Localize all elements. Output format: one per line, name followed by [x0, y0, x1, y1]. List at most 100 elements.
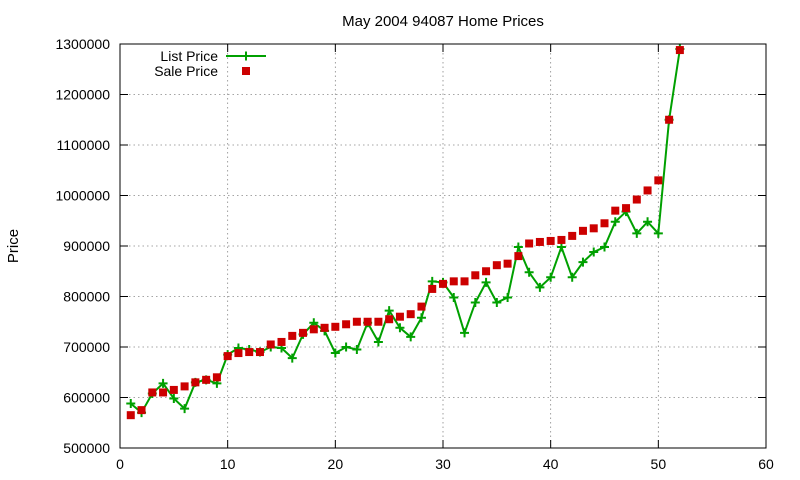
list-price-point: [600, 242, 609, 252]
axis-ticks: 500000 600000 700000 800000 900000 1000000 110…: [55, 36, 774, 472]
sale-price-point: [277, 337, 286, 346]
sale-price-point: [654, 176, 663, 185]
sale-price-point: [212, 373, 221, 382]
sale-price-point: [159, 388, 168, 397]
sale-price-point: [406, 310, 415, 319]
sale-price-point: [675, 46, 684, 55]
x-tick-label: 10: [220, 456, 236, 472]
list-price-point: [535, 282, 545, 292]
sale-price-point: [460, 277, 469, 286]
y-tick-label: 1200000: [55, 87, 110, 103]
list-price-point: [567, 272, 577, 282]
list-price-point: [373, 337, 383, 347]
x-tick-label: 0: [116, 456, 124, 472]
sale-price-point: [385, 315, 394, 324]
sale-price-point: [299, 328, 308, 337]
sale-price-point: [535, 237, 544, 246]
y-tick-label: 900000: [63, 238, 110, 254]
chart-title: May 2004 94087 Home Prices: [342, 13, 544, 30]
sale-price-point: [568, 231, 577, 240]
list-price-point: [427, 276, 437, 286]
x-tick-label: 20: [328, 456, 344, 472]
list-price-point: [589, 247, 599, 257]
sale-price-point: [428, 284, 437, 293]
sale-price-point: [180, 382, 189, 391]
sale-price-point: [331, 322, 340, 331]
sale-price-point: [148, 388, 157, 397]
sale-price-point: [503, 259, 512, 268]
list-price-point: [470, 298, 480, 308]
legend: List Price Sale Price: [154, 48, 266, 79]
legend-label-list-price: List Price: [160, 48, 218, 64]
sale-price-point: [578, 226, 587, 235]
sale-price-point: [223, 352, 232, 361]
list-price-point: [406, 332, 416, 342]
list-price-point: [578, 257, 588, 267]
sale-price-point: [643, 186, 652, 195]
list-price-point: [492, 298, 502, 308]
list-price-point: [513, 242, 523, 252]
y-tick-label: 600000: [63, 390, 110, 406]
list-price-point: [449, 293, 459, 303]
y-tick-label: 700000: [63, 339, 110, 355]
list-price-point: [341, 342, 351, 352]
list-price-point: [460, 328, 470, 338]
sale-price-point: [374, 317, 383, 326]
sale-price-point: [514, 252, 523, 261]
list-price-point: [653, 228, 663, 238]
list-price-point: [632, 228, 642, 238]
list-price-point: [384, 306, 394, 316]
sale-price-point: [632, 195, 641, 204]
sale-price-point: [492, 261, 501, 270]
list-price-point: [503, 293, 513, 303]
y-tick-label: 1000000: [55, 188, 110, 204]
sale-price-point: [137, 406, 146, 415]
sale-price-point: [665, 115, 674, 124]
sale-price-point: [600, 219, 609, 228]
list-price-point: [610, 217, 620, 227]
list-price-point: [330, 348, 340, 358]
sale-price-point: [309, 325, 318, 334]
sale-price-point: [589, 224, 598, 233]
list-price-point: [395, 323, 405, 333]
list-price-point: [352, 345, 362, 355]
sale-price-point: [169, 385, 178, 394]
y-tick-label: 1300000: [55, 36, 110, 52]
sale-price-point: [191, 378, 200, 387]
legend-marker-list-price: [241, 51, 251, 61]
list-price-point: [643, 217, 653, 227]
x-tick-label: 60: [758, 456, 774, 472]
sale-price-point: [611, 206, 620, 215]
x-tick-label: 50: [651, 456, 667, 472]
x-tick-label: 30: [435, 456, 451, 472]
list-price-point: [287, 353, 297, 363]
list-price-line: [130, 48, 681, 415]
sale-price-point: [395, 312, 404, 321]
legend-label-sale-price: Sale Price: [154, 63, 218, 79]
list-price-point: [169, 394, 179, 404]
list-price-point: [481, 277, 491, 287]
sale-price-point: [202, 375, 211, 384]
y-tick-label: 500000: [63, 440, 110, 456]
y-axis-label: Price: [5, 229, 22, 263]
list-price-point: [416, 313, 426, 323]
sale-price-point: [482, 267, 491, 276]
list-price-point: [180, 404, 190, 414]
sale-price-point: [288, 331, 297, 340]
legend-marker-sale-price: [242, 67, 250, 75]
sale-price-point: [320, 323, 329, 332]
list-price-point: [546, 272, 556, 282]
sale-price-point: [546, 236, 555, 245]
sale-price-point: [557, 235, 566, 244]
list-price-point: [556, 242, 566, 252]
sale-price-point: [342, 320, 351, 329]
y-tick-label: 800000: [63, 289, 110, 305]
sale-price-point: [525, 239, 534, 248]
list-price-point: [524, 267, 534, 277]
sale-price-point: [234, 349, 243, 358]
sale-price-point: [245, 348, 254, 357]
series-layer: [126, 44, 685, 420]
list-price-point: [158, 378, 168, 388]
sale-price-point: [471, 271, 480, 280]
